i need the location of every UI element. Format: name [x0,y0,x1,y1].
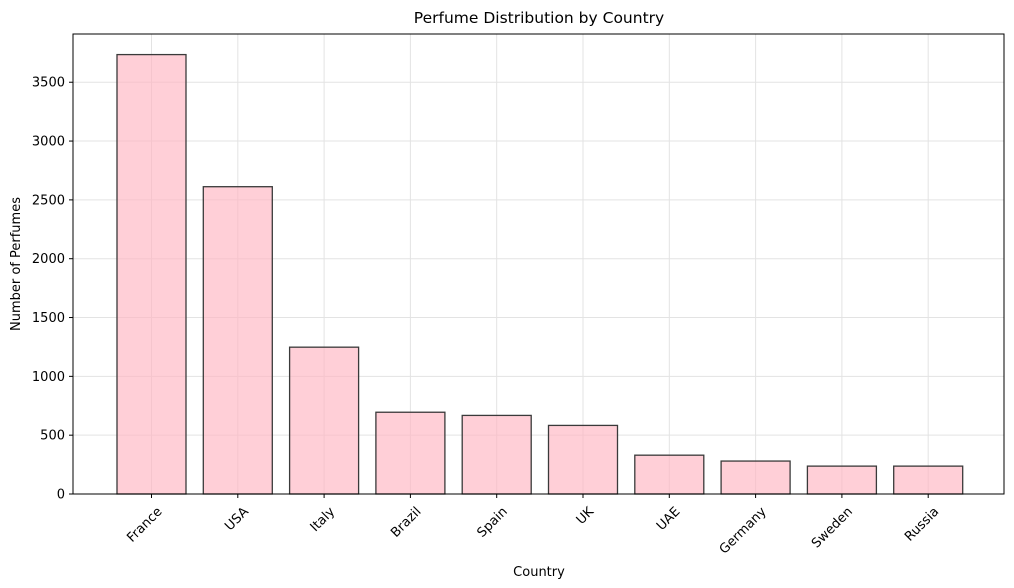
bar-italy [288,346,360,495]
x-tick-label: Brazil [388,504,424,540]
bar-usa [202,186,273,495]
x-tick-label: Spain [474,504,510,540]
bar-sweden [806,465,878,495]
x-tick-label: France [124,504,165,545]
bar-brazil [375,411,446,495]
x-tick-label: USA [222,504,252,534]
bar-germany [720,460,791,495]
x-tick-label: Italy [308,504,339,535]
y-tick-label: 1500 [32,311,65,326]
y-tick-label: 2500 [32,193,65,208]
y-axis-label: Number of Perfumes [9,197,24,331]
x-axis-label: Country [513,565,565,580]
bar-france [116,53,187,495]
plot-area-frame [72,33,1005,495]
y-tick-label: 3000 [32,135,65,150]
y-tick-label: 2000 [32,252,65,267]
y-tick-label: 3500 [32,76,65,91]
x-tick-label: Sweden [809,504,856,551]
bar-uk [547,424,619,495]
chart-title: Perfume Distribution by Country [414,9,664,27]
bars [116,53,964,495]
x-axis-ticks: France USA Italy Brazil Spain UK UAE Germany Swe… [124,494,942,557]
y-tick-label: 500 [40,429,65,444]
x-tick-label: Germany [717,504,770,557]
x-tick-label: UAE [654,504,683,533]
bar-russia [893,465,964,495]
y-axis-ticks: 0 500 1000 1500 2000 2500 3000 3500 [32,76,73,503]
y-tick-label: 0 [57,488,65,503]
bar-spain [461,414,532,495]
x-tick-label: UK [574,504,598,528]
bar-uae [634,454,705,495]
y-tick-label: 1000 [32,370,65,385]
x-tick-label: Russia [902,504,942,544]
